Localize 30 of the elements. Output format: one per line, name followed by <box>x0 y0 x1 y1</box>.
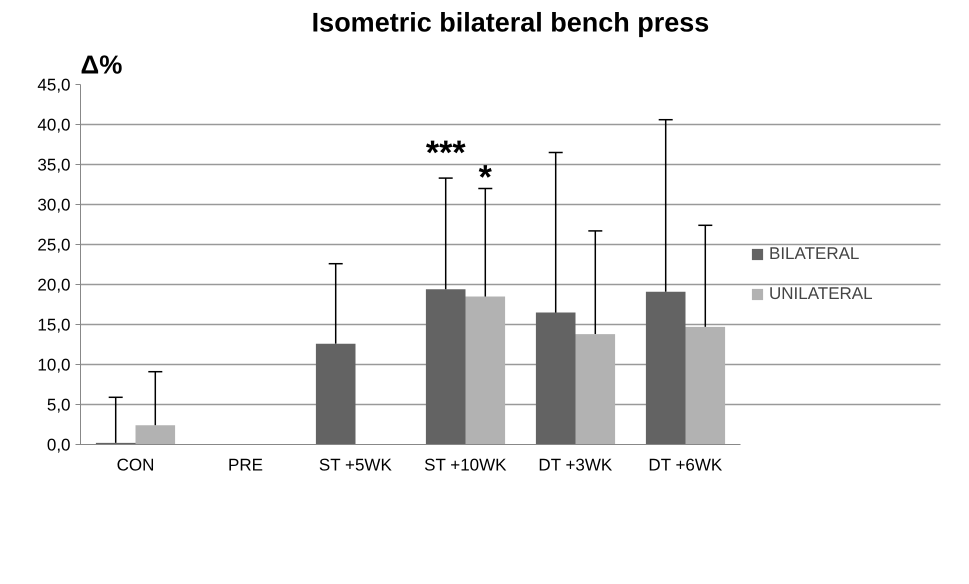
bar <box>646 292 686 444</box>
annotation: *** <box>426 134 466 172</box>
annotation: * <box>478 158 493 196</box>
y-tick-label: 15,0 <box>37 316 71 334</box>
legend-label: BILATERAL <box>769 244 860 264</box>
x-tick-label: DT +3WK <box>538 456 613 474</box>
bar <box>686 326 726 444</box>
y-tick-label: 30,0 <box>37 196 71 214</box>
x-tick-label: ST +5WK <box>318 456 392 474</box>
x-tick-label: ST +10WK <box>424 456 508 474</box>
legend-label: UNILATERAL <box>769 284 873 304</box>
bar <box>576 334 616 444</box>
y-axis-title: Δ% <box>80 50 122 80</box>
x-tick-label: CON <box>116 456 154 474</box>
y-tick-label: 35,0 <box>37 156 71 174</box>
y-tick-label: 10,0 <box>37 356 71 374</box>
x-tick-label: DT +6WK <box>648 456 723 474</box>
y-tick-label: 0,0 <box>46 436 71 454</box>
y-tick-label: 40,0 <box>37 116 71 134</box>
y-tick-label: 45,0 <box>37 76 71 94</box>
bar <box>136 425 176 444</box>
y-tick-label: 20,0 <box>37 276 71 294</box>
bar <box>466 296 506 444</box>
y-tick-label: 5,0 <box>46 396 71 414</box>
bar <box>536 312 576 444</box>
y-tick-label: 25,0 <box>37 236 71 254</box>
bar <box>316 344 356 444</box>
bar <box>426 289 466 444</box>
x-tick-label: PRE <box>228 456 263 474</box>
chart-title: Isometric bilateral bench press <box>312 8 710 38</box>
